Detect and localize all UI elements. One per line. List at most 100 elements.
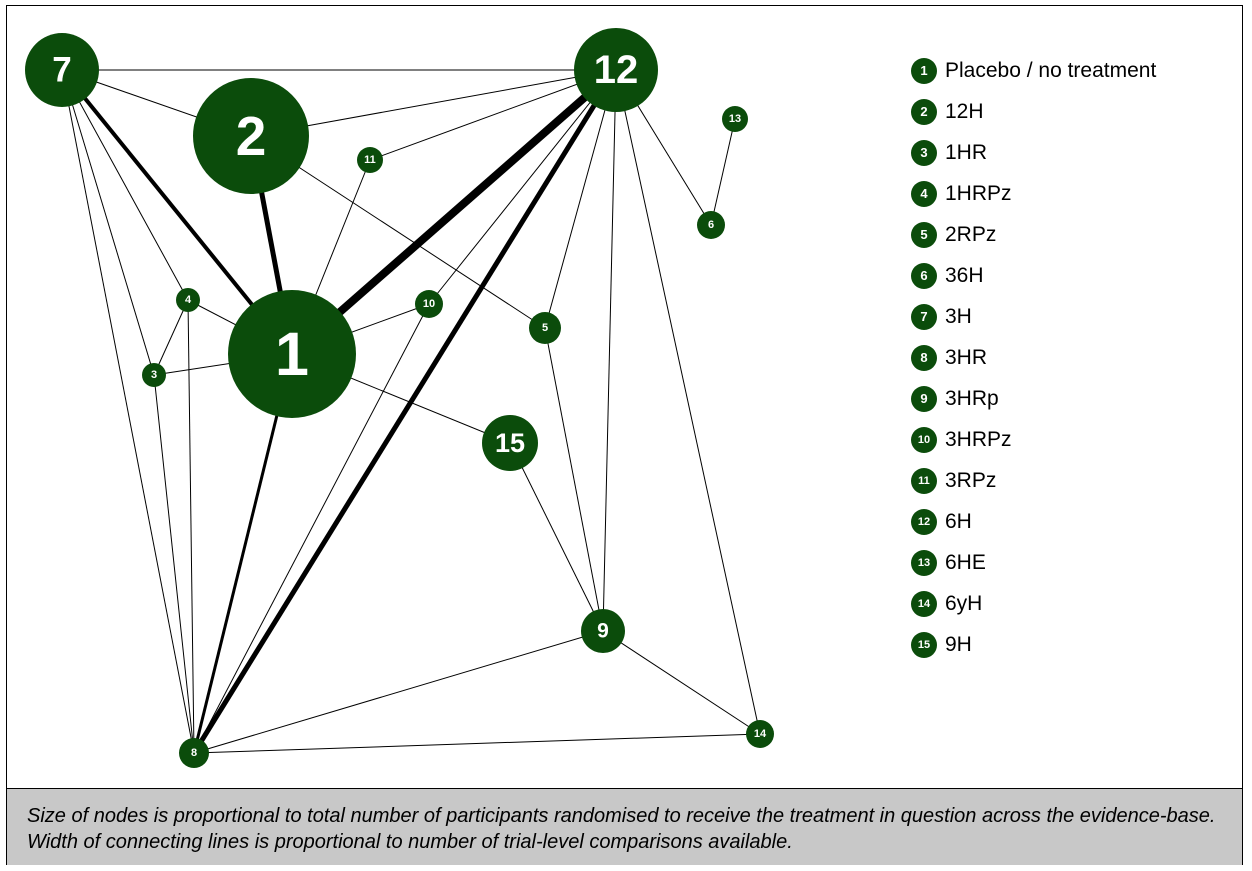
legend-item: 12 6H — [911, 501, 1156, 542]
legend-label: 3HRp — [945, 386, 999, 410]
node-label: 7 — [52, 51, 71, 90]
legend-number: 10 — [911, 426, 937, 453]
figure-frame: 1 2 3 4 5 6 7 8 9 10 11 12 13 14 15 1 Placebo / no trea… — [6, 5, 1243, 865]
node-label: 9 — [597, 620, 609, 643]
edge-8-14 — [193, 733, 761, 754]
node-label: 11 — [364, 154, 376, 166]
node-circle — [357, 147, 383, 173]
legend-label: 3RPz — [945, 468, 997, 492]
legend-number: 7 — [911, 303, 937, 330]
node-13: 13 — [722, 106, 748, 132]
edge-12-5 — [544, 69, 617, 329]
node-circle — [228, 290, 356, 418]
legend-item: 1 Placebo / no treatment — [911, 50, 1156, 91]
node-14: 14 — [746, 720, 774, 748]
legend-number: 13 — [911, 549, 937, 576]
edge-1-8 — [192, 353, 294, 754]
node-6: 6 — [697, 211, 725, 239]
legend-label: 3H — [945, 304, 972, 328]
node-label: 2 — [236, 105, 267, 167]
legend-number: 3 — [911, 139, 937, 166]
legend-number: 6 — [911, 262, 937, 289]
legend-label: 9H — [945, 632, 972, 656]
node-2: 2 — [193, 78, 309, 194]
edge-3-8 — [153, 374, 195, 754]
legend-label: 6H — [945, 509, 972, 533]
node-circle — [529, 312, 561, 344]
node-label: 3 — [151, 369, 157, 381]
edge-2-5 — [250, 135, 546, 329]
legend-label: 3HR — [945, 345, 988, 369]
node-label: 1 — [275, 320, 309, 388]
legend-item: 5 2RPz — [911, 214, 1156, 255]
node-label: 13 — [729, 113, 741, 125]
edges — [60, 66, 761, 755]
legend-number: 14 — [911, 590, 937, 617]
node-circle — [25, 33, 99, 107]
legend-number: 15 — [911, 631, 937, 658]
edge-4-8 — [187, 299, 195, 754]
node-label: 5 — [542, 322, 548, 334]
node-circle — [574, 28, 658, 112]
legend-item: 6 36H — [911, 255, 1156, 296]
edge-7-8 — [61, 69, 195, 754]
edge-2-12 — [250, 69, 617, 137]
edge-10-8 — [193, 303, 430, 754]
node-12: 12 — [574, 28, 658, 112]
legend-item: 7 3H — [911, 296, 1156, 337]
edge-4-3 — [153, 299, 189, 376]
node-circle — [142, 363, 166, 387]
node-label: 10 — [423, 298, 435, 310]
node-label: 8 — [191, 747, 197, 759]
edge-15-9 — [509, 442, 604, 632]
legend-label: 6yH — [945, 591, 983, 615]
legend-item: 4 1HRPz — [911, 173, 1156, 214]
node-label: 14 — [754, 728, 767, 740]
legend-label: 3HRPz — [945, 427, 1012, 451]
legend-number: 1 — [911, 57, 937, 84]
edge-9-8 — [193, 630, 604, 754]
legend-item: 3 1HR — [911, 132, 1156, 173]
legend: 1 Placebo / no treatment 2 12H 3 1HR 4 1HRPz… — [911, 50, 1156, 665]
legend-label: 1HRPz — [945, 181, 1012, 205]
legend-number: 5 — [911, 221, 937, 248]
node-circle — [581, 609, 625, 653]
node-5: 5 — [529, 312, 561, 344]
legend-label: 2RPz — [945, 222, 997, 246]
edge-12-8 — [191, 68, 619, 755]
node-circle — [415, 290, 443, 318]
legend-item: 13 6HE — [911, 542, 1156, 583]
legend-label: 12H — [945, 99, 984, 123]
legend-number: 2 — [911, 98, 937, 125]
caption-text: Size of nodes is proportional to total n… — [27, 805, 1216, 853]
caption-box: Size of nodes is proportional to total n… — [7, 788, 1242, 865]
legend-label: 6HE — [945, 550, 986, 574]
node-circle — [193, 78, 309, 194]
edge-9-14 — [602, 630, 761, 735]
node-label: 12 — [594, 48, 639, 92]
node-11: 11 — [357, 147, 383, 173]
node-7: 7 — [25, 33, 99, 107]
edge-13-6 — [710, 118, 736, 226]
edge-7-4 — [61, 69, 189, 301]
edge-12-10 — [428, 69, 617, 305]
legend-label: 36H — [945, 263, 984, 287]
edge-12-11 — [369, 69, 617, 161]
node-10: 10 — [415, 290, 443, 318]
legend-item: 15 9H — [911, 624, 1156, 665]
legend-label: Placebo / no treatment — [945, 58, 1157, 82]
edge-7-3 — [61, 69, 155, 376]
legend-item: 10 3HRPz — [911, 419, 1156, 460]
edge-12-1 — [289, 66, 619, 358]
legend-item: 9 3HRp — [911, 378, 1156, 419]
node-circle — [697, 211, 725, 239]
legend-item: 14 6yH — [911, 583, 1156, 624]
node-3: 3 — [142, 363, 166, 387]
node-circle — [179, 738, 209, 768]
node-9: 9 — [581, 609, 625, 653]
legend-number: 12 — [911, 508, 937, 535]
legend-item: 8 3HR — [911, 337, 1156, 378]
legend-number: 11 — [911, 467, 937, 494]
